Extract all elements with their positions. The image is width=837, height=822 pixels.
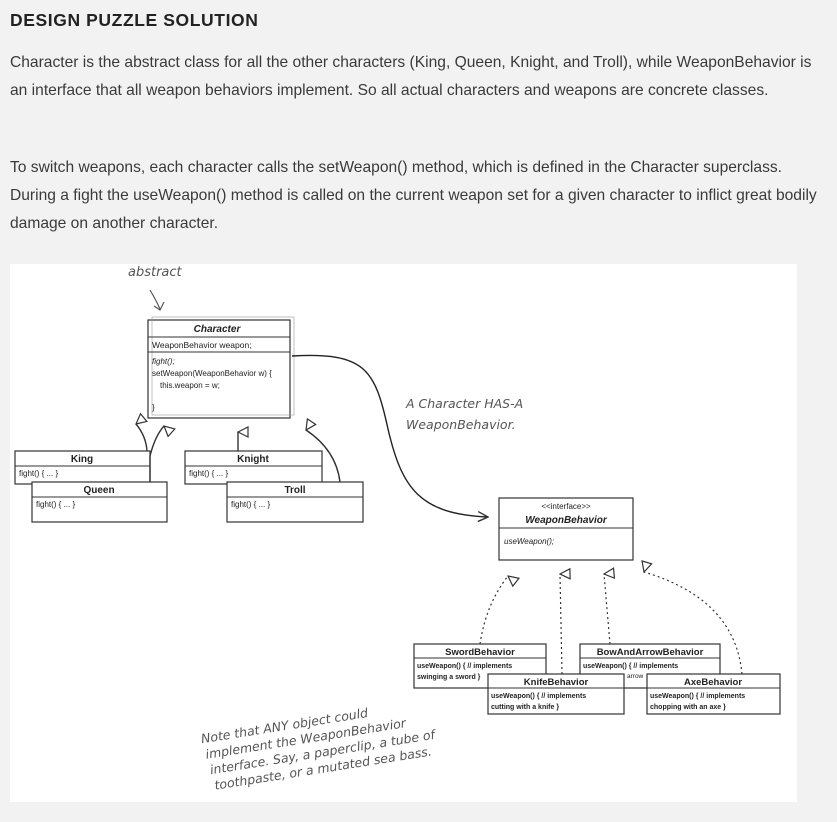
class-character-method-setweapon: setWeapon(WeaponBehavior w) { xyxy=(152,369,272,378)
inherit-queen xyxy=(149,426,164,482)
class-sword-line-2: swinging a sword } xyxy=(417,674,481,681)
has-a-association xyxy=(291,354,488,517)
class-knife-line-2: cutting with a knife } xyxy=(491,704,559,711)
interface-method: useWeapon(); xyxy=(504,537,554,546)
class-axe-behavior: AxeBehavior useWeapon() { // implements … xyxy=(646,673,781,715)
class-queen-name: Queen xyxy=(83,485,114,496)
class-knight-method: fight() { ... } xyxy=(189,469,228,478)
note-abstract-arrowhead xyxy=(153,301,165,311)
class-queen: Queen fight() { ... } xyxy=(31,481,168,523)
realize-axe xyxy=(644,572,743,675)
note-abstract-arrow xyxy=(149,289,161,310)
class-king-name: King xyxy=(71,454,93,465)
realize-sword xyxy=(479,576,508,645)
class-king-method: fight() { ... } xyxy=(19,469,58,478)
class-troll-method: fight() { ... } xyxy=(231,500,270,509)
class-bow-line-2: arrow xyxy=(627,673,644,680)
paragraph-intro: Character is the abstract class for all … xyxy=(10,54,812,99)
note-has-a-line-1: A Character HAS-A xyxy=(405,396,523,411)
class-knife-line-1: useWeapon() { // implements xyxy=(491,693,586,700)
class-character-method-body: this.weapon = w; xyxy=(160,381,220,390)
interface-stereotype: <<interface>> xyxy=(541,502,591,511)
class-knife-behavior: KnifeBehavior useWeapon() { // implement… xyxy=(487,673,625,715)
class-character-name: Character xyxy=(194,324,242,335)
class-axe-name: AxeBehavior xyxy=(684,677,742,688)
class-character-attribute: WeaponBehavior weapon; xyxy=(152,340,252,350)
paragraph-switch-weapons: To switch weapons, each character calls … xyxy=(10,159,817,232)
uml-diagram-canvas: abstract Character WeaponBehavior weapon… xyxy=(14,265,781,793)
class-troll: Troll fight() { ... } xyxy=(226,481,364,523)
note-has-a-line-2: WeaponBehavior. xyxy=(406,417,516,432)
class-axe-line-2: chopping with an axe } xyxy=(650,704,726,711)
class-bow-name: BowAndArrowBehavior xyxy=(597,647,704,658)
realize-bow xyxy=(604,574,610,645)
note-any-object: Note that ANY object could implement the… xyxy=(200,705,438,793)
interface-weapon-behavior: <<interface>> WeaponBehavior useWeapon()… xyxy=(498,497,634,561)
inherit-troll xyxy=(306,430,341,483)
class-character: Character WeaponBehavior weapon; fight()… xyxy=(147,316,295,419)
class-knight: Knight fight() { ... } xyxy=(184,450,323,485)
class-sword-name: SwordBehavior xyxy=(445,647,515,658)
inherit-king xyxy=(136,424,147,452)
class-bow-line-1: useWeapon() { // implements xyxy=(583,663,678,670)
class-axe-line-1: useWeapon() { // implements xyxy=(650,693,745,700)
page-heading: DESIGN PUZZLE SOLUTION xyxy=(10,10,259,30)
class-character-method-fight: fight(); xyxy=(152,357,175,366)
uml-diagram: abstract Character WeaponBehavior weapon… xyxy=(10,264,797,802)
class-knife-name: KnifeBehavior xyxy=(524,677,589,688)
class-queen-method: fight() { ... } xyxy=(36,500,75,509)
note-abstract: abstract xyxy=(128,265,183,280)
class-knight-name: Knight xyxy=(237,454,269,465)
class-sword-line-1: useWeapon() { // implements xyxy=(417,663,512,670)
realize-knife xyxy=(560,574,562,675)
interface-name: WeaponBehavior xyxy=(525,515,608,526)
class-character-method-close: } xyxy=(152,403,155,412)
class-troll-name: Troll xyxy=(284,485,305,496)
class-king: King fight() { ... } xyxy=(14,450,151,485)
